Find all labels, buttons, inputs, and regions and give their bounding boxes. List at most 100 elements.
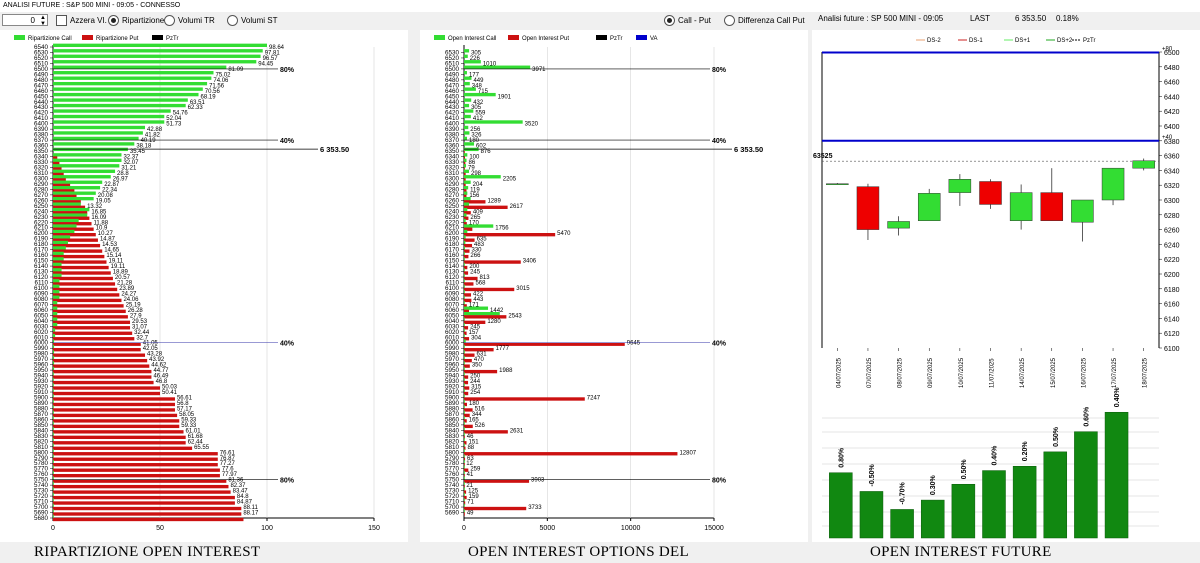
put-bar xyxy=(53,178,66,182)
y-tick-label: 6340 xyxy=(445,154,460,161)
call-bar xyxy=(464,158,467,163)
ripartizione-radio[interactable]: Ripartizione xyxy=(108,14,164,28)
x-tick-label: 14/07/2025 xyxy=(1020,357,1026,388)
volumi-tr-radio[interactable]: Volumi TR xyxy=(164,14,215,28)
put-bar xyxy=(464,249,470,253)
data-label: 330 xyxy=(472,248,483,254)
change-value: 0.18% xyxy=(1056,14,1079,23)
call-bar xyxy=(53,383,54,387)
y-tick-label: 6220 xyxy=(445,219,460,226)
data-label: 19.11 xyxy=(109,259,124,265)
diff-call-put-label: Differenza Call Put xyxy=(738,16,805,25)
call-put-radio[interactable]: Call - Put xyxy=(664,14,711,28)
oi-bar-label: 0.40% xyxy=(1114,387,1121,408)
y-tick-label: 5800 xyxy=(445,449,460,456)
call-bar xyxy=(53,459,54,464)
put-bar xyxy=(53,249,103,253)
mid-level-label: +40 xyxy=(1162,135,1173,141)
oi-bar-label: 0.80% xyxy=(838,447,845,468)
radio-selected-icon xyxy=(664,15,675,27)
put-bar xyxy=(53,484,229,489)
y-tick-label: 6470 xyxy=(445,82,460,89)
call-bar xyxy=(53,410,54,414)
call-bar xyxy=(53,125,146,130)
data-label: 100 xyxy=(469,155,480,161)
data-label: 12 xyxy=(466,461,473,467)
data-label: 635 xyxy=(477,237,488,243)
call-bar xyxy=(53,196,94,201)
ripartizione-label: Ripartizione xyxy=(122,16,165,25)
data-label: 1280 xyxy=(487,319,501,325)
put-bar xyxy=(53,386,160,390)
x-tick-label: 18/07/2025 xyxy=(1143,357,1149,388)
put-bar xyxy=(464,287,515,292)
data-label: 10.27 xyxy=(98,231,114,237)
candle-body xyxy=(1101,167,1125,201)
y-tick-label: 5930 xyxy=(34,378,49,385)
put-bar xyxy=(464,304,467,308)
put-bar xyxy=(464,293,472,297)
call-bar xyxy=(53,180,103,184)
data-label: 245 xyxy=(470,324,481,330)
call-bar xyxy=(464,109,474,113)
put-bar xyxy=(464,402,467,407)
data-label: 12807 xyxy=(679,450,696,456)
spinner-arrows-icon[interactable]: ▲ ▼ xyxy=(40,15,46,27)
azzera-checkbox[interactable]: Azzera VI. xyxy=(56,14,107,28)
y-tick-label: 5750 xyxy=(445,477,460,484)
data-label: 98.64 xyxy=(269,45,285,51)
put-bar xyxy=(464,479,530,483)
data-label: 7247 xyxy=(587,396,601,402)
call-bar xyxy=(464,49,470,53)
call-bar xyxy=(53,405,54,409)
call-bar xyxy=(464,421,465,425)
call-bar xyxy=(464,262,465,267)
put-bar xyxy=(464,309,469,314)
y-tick-label: 6490 xyxy=(445,71,460,78)
data-label: 715 xyxy=(478,89,489,95)
put-bar xyxy=(464,320,486,324)
data-label: 22.34 xyxy=(102,187,118,193)
data-label: 256 xyxy=(470,127,481,133)
y-tick-label: 5990 xyxy=(445,345,460,352)
diff-call-put-radio[interactable]: Differenza Call Put xyxy=(724,14,805,28)
oi-bar-label: -0.50% xyxy=(869,463,876,486)
oi-bar-label: 0.40% xyxy=(992,445,999,466)
call-bar xyxy=(53,481,54,486)
call-bar xyxy=(464,290,465,294)
y-tick-label: 5890 xyxy=(445,400,460,407)
data-label: 3406 xyxy=(523,259,537,265)
y-tick-label: 6180 xyxy=(445,241,460,248)
y-tick-label: 5850 xyxy=(445,422,460,429)
legend-label: PzTr xyxy=(1083,38,1095,44)
call-bar xyxy=(53,355,55,360)
call-bar xyxy=(464,169,469,173)
y-tick-label: 5770 xyxy=(445,466,460,473)
put-bar xyxy=(464,189,467,193)
value-spinner[interactable]: 0 ▲ ▼ xyxy=(2,14,48,27)
data-label: 10.9 xyxy=(96,226,108,232)
data-label: 226 xyxy=(470,56,481,62)
y-tick-label: 6410 xyxy=(445,115,460,122)
y-tick-label: 6290 xyxy=(445,181,460,188)
y-tick-label: 6370 xyxy=(34,137,49,144)
data-label: 51.73 xyxy=(166,122,182,128)
put-bar xyxy=(464,468,469,472)
call-bar xyxy=(53,470,54,475)
call-bar xyxy=(464,240,466,245)
oi-bar xyxy=(982,470,1006,539)
put-bar xyxy=(53,320,131,324)
call-bar xyxy=(464,279,465,283)
y-tick-label: 5690 xyxy=(34,510,49,517)
y-tick-label: 5830 xyxy=(34,433,49,440)
y-tick-label: 5810 xyxy=(34,444,49,451)
volumi-st-radio[interactable]: Volumi ST xyxy=(227,14,277,28)
data-label: 24.06 xyxy=(123,297,139,303)
put-bar xyxy=(53,172,64,177)
call-bar xyxy=(464,416,465,420)
call-bar xyxy=(53,92,199,97)
y-tick-label: 6120 xyxy=(1164,331,1180,338)
call-bar xyxy=(464,394,465,398)
oi-bar xyxy=(859,491,884,539)
y-tick-label: 5840 xyxy=(34,427,49,434)
